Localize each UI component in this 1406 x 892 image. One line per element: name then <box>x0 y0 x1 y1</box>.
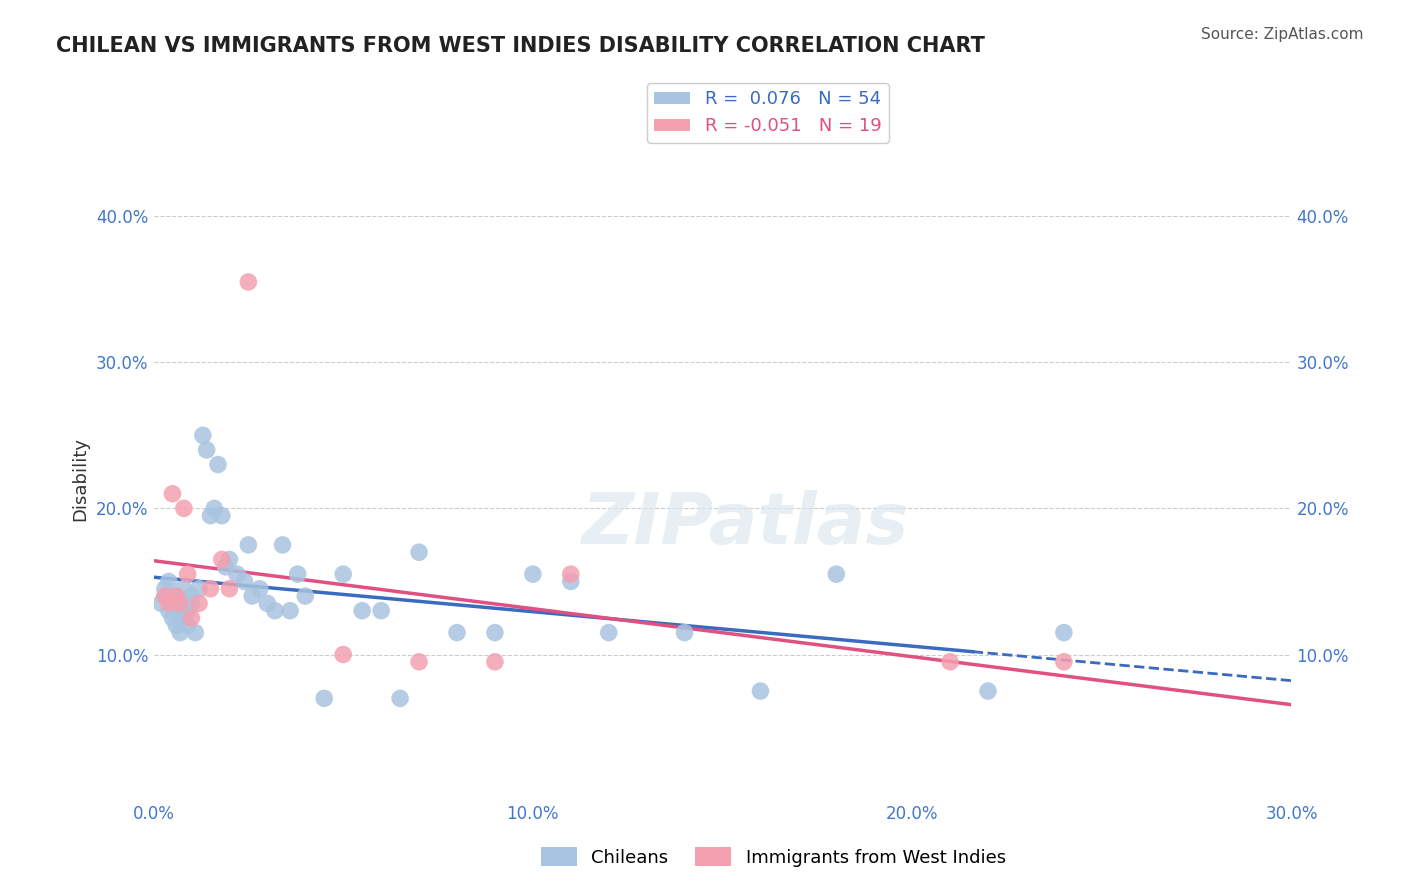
Point <box>238 275 260 289</box>
Point <box>162 487 184 501</box>
Point <box>157 596 180 610</box>
Point <box>176 567 198 582</box>
Point <box>332 567 354 582</box>
Point <box>150 596 173 610</box>
Point <box>278 604 301 618</box>
Point <box>294 589 316 603</box>
Point <box>408 545 430 559</box>
Point <box>173 582 195 596</box>
Text: CHILEAN VS IMMIGRANTS FROM WEST INDIES DISABILITY CORRELATION CHART: CHILEAN VS IMMIGRANTS FROM WEST INDIES D… <box>56 36 986 55</box>
Point <box>202 501 225 516</box>
Point <box>233 574 256 589</box>
Point <box>226 567 249 582</box>
Point <box>560 567 582 582</box>
Point <box>165 589 187 603</box>
Point <box>825 567 848 582</box>
Point <box>169 604 191 618</box>
Point <box>184 625 207 640</box>
Point <box>352 604 374 618</box>
Point <box>238 538 260 552</box>
Point <box>560 574 582 589</box>
Point <box>287 567 309 582</box>
Point <box>162 596 184 610</box>
Point <box>211 552 233 566</box>
Point <box>211 508 233 523</box>
Point <box>218 552 240 566</box>
Point <box>180 589 202 603</box>
Point <box>1053 625 1076 640</box>
Point <box>408 655 430 669</box>
Point <box>165 618 187 632</box>
Point <box>264 604 287 618</box>
Point <box>180 596 202 610</box>
Point <box>165 589 187 603</box>
Point <box>370 604 392 618</box>
Point <box>240 589 263 603</box>
Point <box>939 655 962 669</box>
Point <box>176 604 198 618</box>
Legend: R =  0.076   N = 54, R = -0.051   N = 19: R = 0.076 N = 54, R = -0.051 N = 19 <box>647 83 889 143</box>
Legend: Chileans, Immigrants from West Indies: Chileans, Immigrants from West Indies <box>533 840 1014 874</box>
Point <box>256 596 278 610</box>
Point <box>176 618 198 632</box>
Point <box>157 604 180 618</box>
Point <box>214 559 236 574</box>
Point <box>249 582 271 596</box>
Point <box>162 611 184 625</box>
Point <box>484 655 506 669</box>
Point <box>153 589 176 603</box>
Text: ZIPatlas: ZIPatlas <box>582 490 908 558</box>
Point <box>195 442 218 457</box>
Point <box>169 596 191 610</box>
Point <box>173 501 195 516</box>
Point <box>522 567 544 582</box>
Point <box>200 508 222 523</box>
Point <box>749 684 772 698</box>
Point <box>218 582 240 596</box>
Point <box>207 458 229 472</box>
Point <box>389 691 412 706</box>
Y-axis label: Disability: Disability <box>72 437 89 521</box>
Point <box>153 589 176 603</box>
Point <box>180 611 202 625</box>
Point <box>484 625 506 640</box>
Point <box>332 648 354 662</box>
Point <box>153 582 176 596</box>
Point <box>673 625 696 640</box>
Point <box>271 538 294 552</box>
Point <box>188 596 211 610</box>
Point <box>200 582 222 596</box>
Point <box>977 684 1000 698</box>
Point <box>169 625 191 640</box>
Point <box>188 582 211 596</box>
Point <box>446 625 468 640</box>
Text: Source: ZipAtlas.com: Source: ZipAtlas.com <box>1201 27 1364 42</box>
Point <box>1053 655 1076 669</box>
Point <box>314 691 336 706</box>
Point <box>191 428 214 442</box>
Point <box>157 574 180 589</box>
Point <box>173 611 195 625</box>
Point <box>598 625 620 640</box>
